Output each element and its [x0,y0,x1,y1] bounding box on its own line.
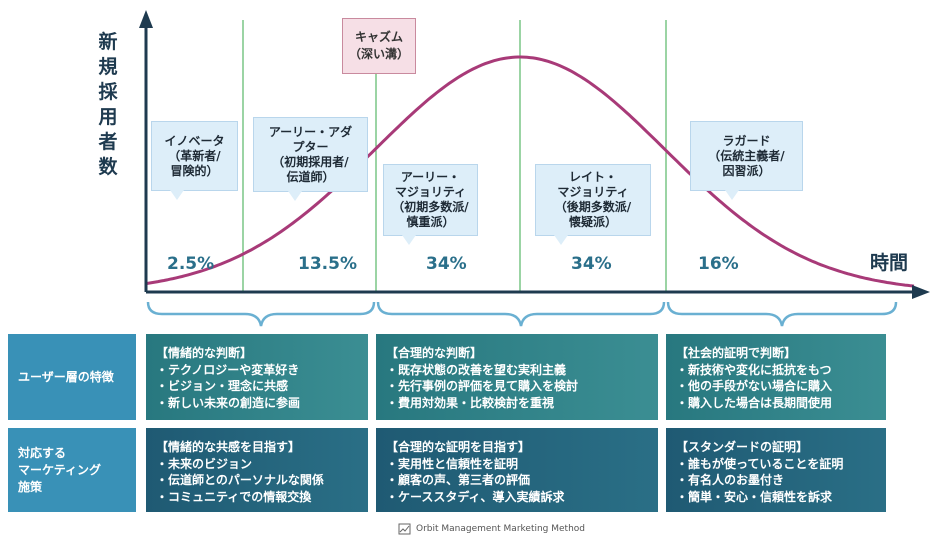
cell-item: ・実用性と信頼性を証明 [386,456,519,471]
percent-early-majority: 34% [426,254,467,274]
y-axis-label: 新規採用者数 [98,31,118,178]
cell-marketing-laggards: 【スタンダードの証明】 ・誰もが使っていることを証明 ・有名人のお墨付き ・簡単… [666,428,886,512]
cell-title: 【情緒的な共感を目指す】 [156,440,301,454]
x-axis-arrow [912,285,930,299]
cell-item: ・誰もが使っていることを証明 [676,456,844,471]
cell-traits-early: 【情緒的な判断】 ・テクノロジーや変革好き ・ビジョン・理念に共感 ・新しい未来… [146,334,368,420]
percent-late-majority: 34% [571,254,612,274]
callout-early-adopters: アーリー・アダ プター （初期採用者/ 伝道師） [253,117,368,201]
footer-text: Orbit Management Marketing Method [416,524,586,534]
brace-left [146,301,376,327]
cell-item: ・他の手段がない場合に購入 [676,379,833,393]
cell-item: ・顧客の声、第三者の評価 [386,473,531,487]
cell-item: ・伝道師とのパーソナルな関係 [156,473,324,487]
percent-innovators: 2.5% [167,254,215,274]
callout-late-majority: レイト・ マジョリティ （後期多数派/ 懐疑派） [535,164,651,245]
brace-right [666,301,898,327]
row-header-user-traits: ユーザー層の特徴 [8,334,136,420]
cell-item: ・新しい未来の創造に参画 [156,395,301,410]
callout-early-majority: アーリー・ マジョリティ （初期多数派/ 慎重派） [383,164,478,245]
cell-item: ・簡単・安心・信頼性を訴求 [676,489,833,504]
cell-item: ・購入した場合は長期間使用 [676,395,833,410]
cell-item: ・コミュニティでの情報交換 [156,489,312,504]
cell-item: ・費用対効果・比較検討を重視 [386,395,555,410]
chart-logo-icon [398,523,411,535]
cell-item: ・テクノロジーや変革好き [156,362,300,377]
row-header-marketing: 対応する マーケティング 施策 [8,428,136,512]
cell-title: 【合理的な証明を目指す】 [386,440,531,454]
bell-curve [145,55,915,288]
cell-traits-laggards: 【社会的証明で判断】 ・新技術や変化に抵抗をもつ ・他の手段がない場合に購入 ・… [666,334,886,420]
footer-credit: Orbit Management Marketing Method [398,523,585,535]
cell-marketing-early: 【情緒的な共感を目指す】 ・未来のビジョン ・伝道師とのパーソナルな関係 ・コミ… [146,428,368,512]
chasm-label-box: キャズム （深い溝） [342,18,416,74]
cell-item: ・新技術や変化に抵抗をもつ [676,362,832,377]
cell-item: ・ビジョン・理念に共感 [156,379,289,393]
cell-item: ・有名人のお墨付き [676,473,785,487]
percent-laggards: 16% [698,254,739,274]
cell-item: ・ケーススタディ、導入実績訴求 [386,489,565,504]
cell-title: 【スタンダードの証明】 [676,440,809,454]
cell-title: 【情緒的な判断】 [156,346,253,360]
cell-title: 【社会的証明で判断】 [676,346,797,360]
x-axis-label: 時間 [870,252,909,274]
cell-traits-majority: 【合理的な判断】 ・既存状態の改善を望む実利主義 ・先行事例の評価を見て購入を検… [376,334,658,420]
cell-title: 【合理的な判断】 [386,346,483,360]
callout-laggards: ラガード （伝統主義者/ 因習派） [690,121,803,200]
percent-early-adopters: 13.5% [298,254,357,274]
cell-item: ・既存状態の改善を望む実利主義 [386,362,567,377]
y-axis-arrow [139,10,153,28]
callout-innovators: イノベータ （革新者/ 冒険的） [151,121,238,200]
cell-item: ・先行事例の評価を見て購入を検討 [386,379,579,393]
cell-marketing-majority: 【合理的な証明を目指す】 ・実用性と信頼性を証明 ・顧客の声、第三者の評価 ・ケ… [376,428,658,512]
cell-item: ・未来のビジョン [156,456,253,471]
brace-middle [376,301,666,327]
